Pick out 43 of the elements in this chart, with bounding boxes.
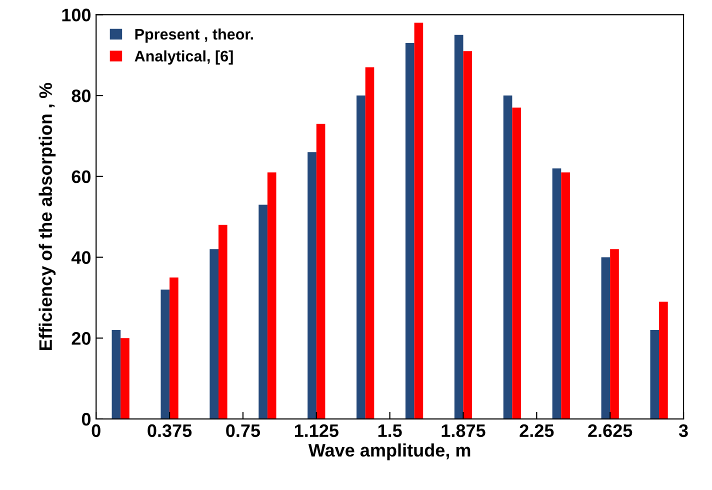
legend-label: Ppresent , theor. [135,28,253,43]
x-tick-label: 0.75 [226,424,260,438]
x-tick-label: 1.5 [378,424,402,438]
bar [356,96,366,419]
bar [210,249,218,419]
y-axis-title: Efficiency of the absorption , % [38,82,56,350]
bar [610,249,619,419]
bar [267,172,276,419]
bar [405,43,414,419]
y-tick-label: 0 [82,412,91,426]
bar [650,330,660,419]
y-tick-label: 80 [72,89,91,102]
x-tick-label: 2.625 [588,424,632,438]
bar [365,67,374,419]
bar [512,108,522,419]
y-tick-label: 20 [72,332,91,345]
bar [120,338,130,419]
legend-label: Analytical, [6] [134,50,233,65]
bar [316,124,326,419]
bar [552,168,562,419]
bar [601,257,610,419]
x-tick-label: 1.875 [442,424,486,438]
bar [414,22,424,419]
x-tick-label: 3 [678,424,688,438]
bar [170,277,178,419]
bar [308,152,316,419]
x-axis-title: Wave amplitude, m [308,443,470,460]
bar [503,96,512,419]
bar [659,302,668,419]
y-tick-label: 100 [62,8,91,22]
bar [160,290,170,419]
bar [112,330,121,419]
x-tick-label: 2.25 [520,424,554,438]
bar [454,34,464,419]
bar [463,51,472,419]
bar [218,224,228,419]
x-tick-label: 0.375 [148,424,192,438]
bar [258,204,268,419]
y-tick-label: 60 [72,170,91,184]
y-tick-label: 40 [71,251,91,264]
x-tick-label: 0 [92,424,100,438]
x-tick-label: 1.125 [294,424,338,438]
bar [561,172,570,419]
